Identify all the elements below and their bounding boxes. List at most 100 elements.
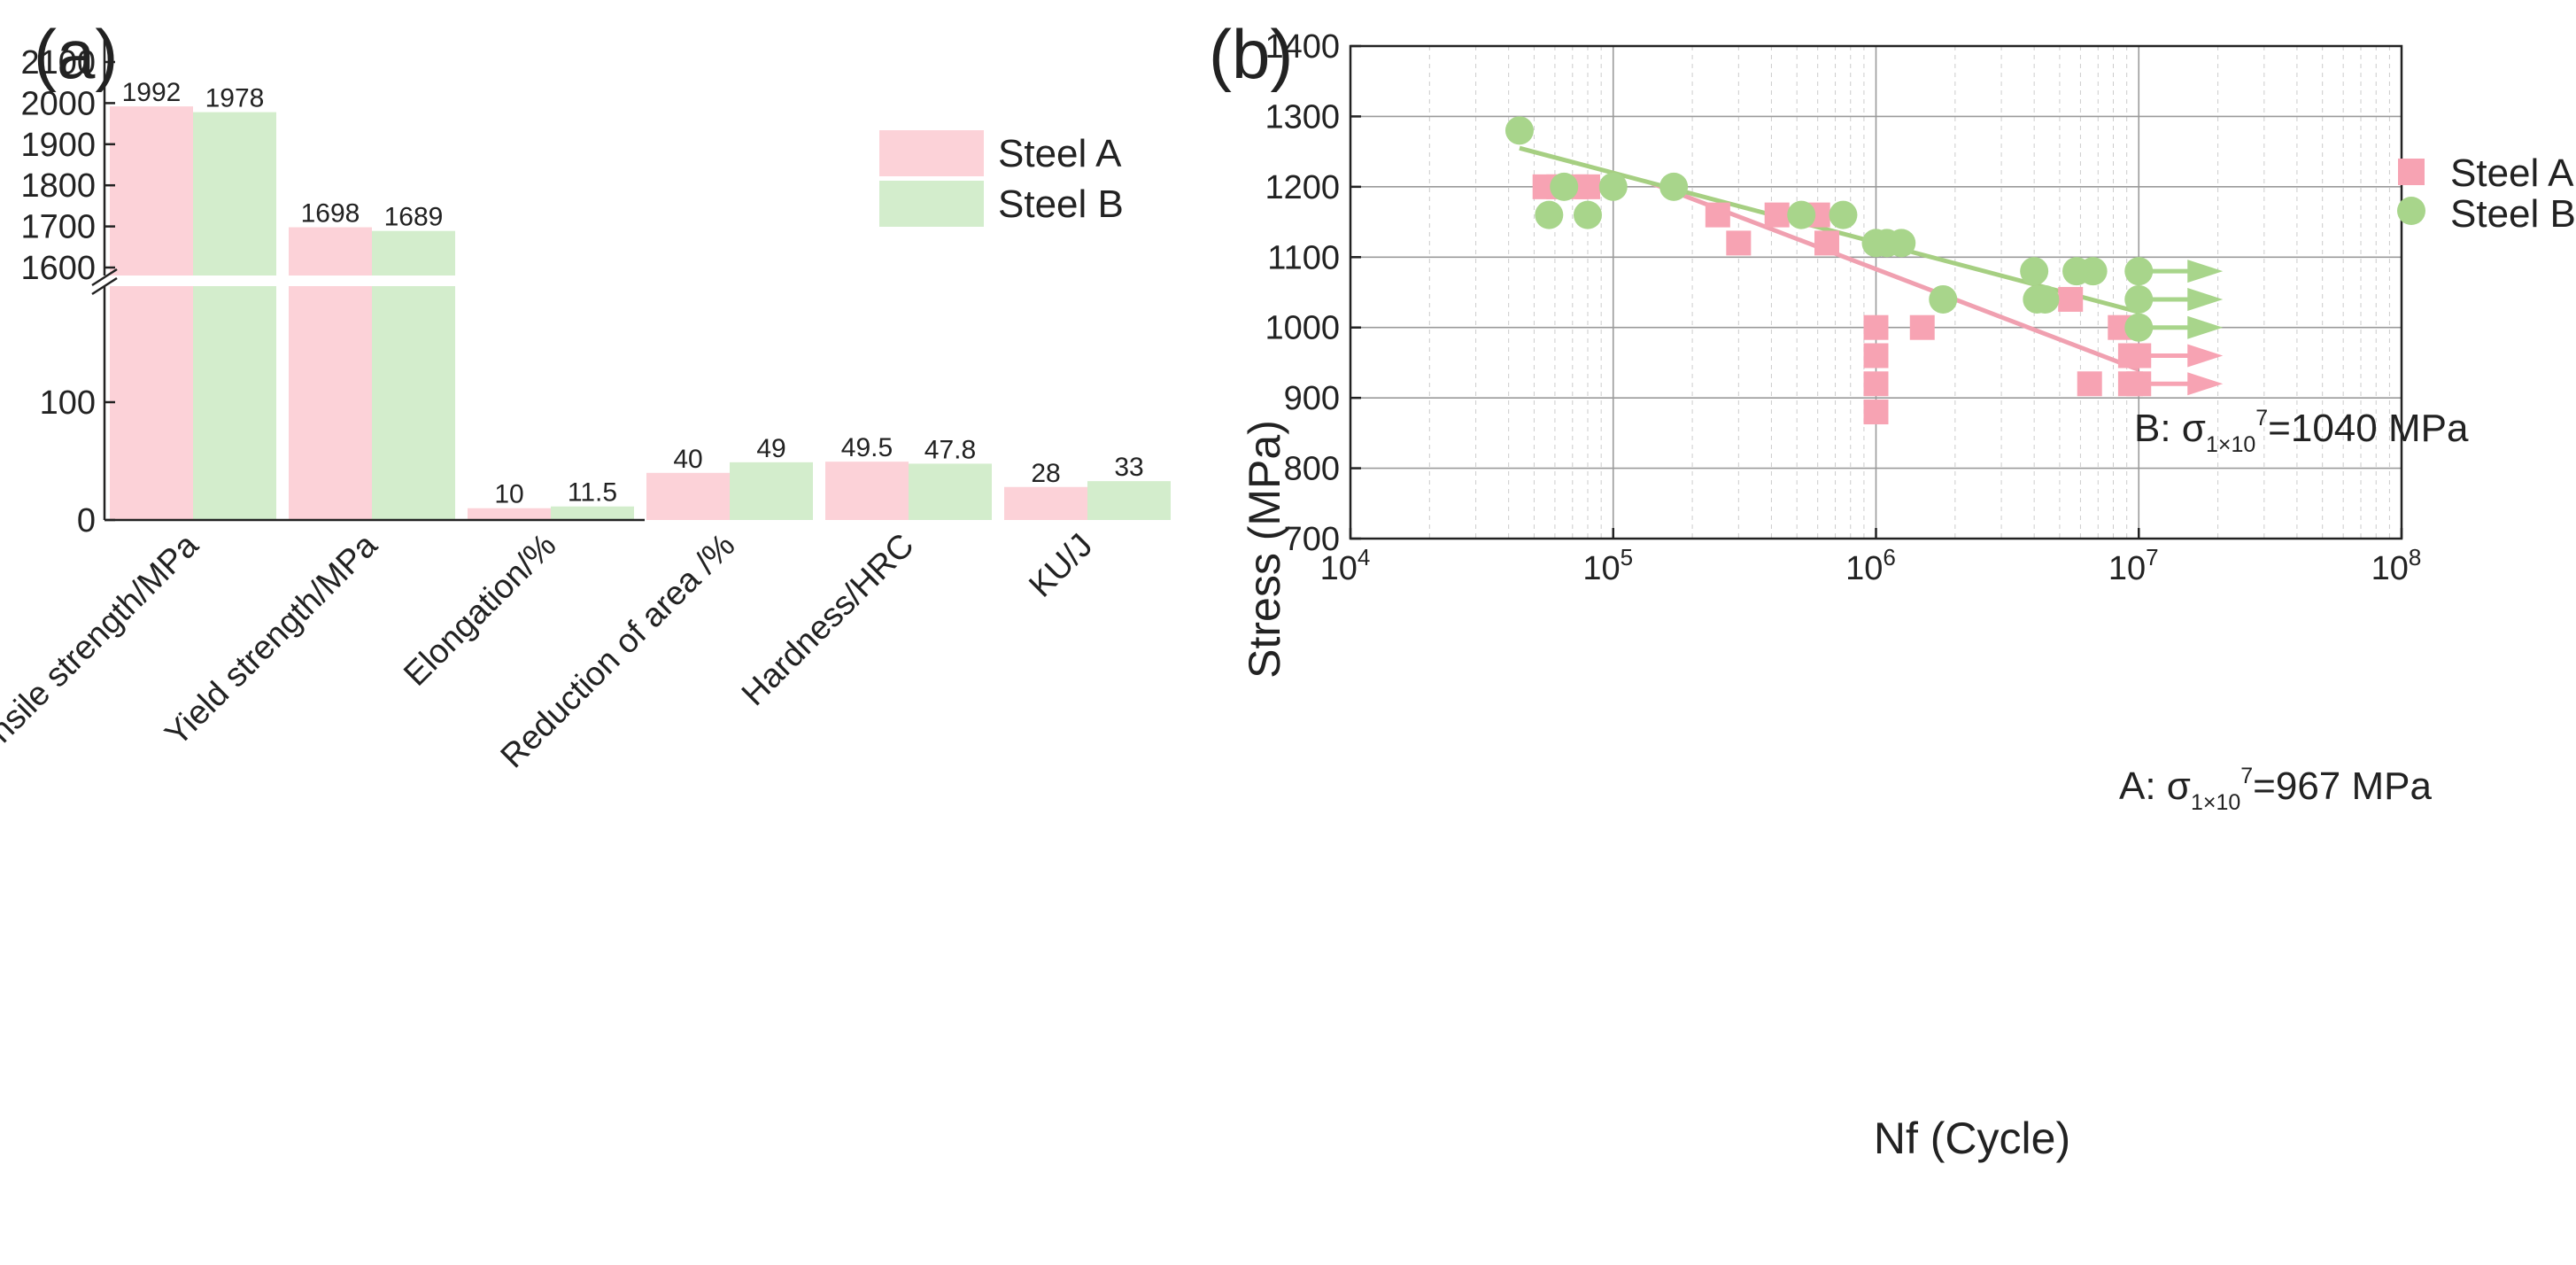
x-tick-label-1e8: 108 (2371, 544, 2422, 587)
point-steel-b-11 (1929, 284, 1958, 314)
category-label-elongation: Elongation/% (397, 527, 563, 694)
y-tick-label-100: 100 (40, 384, 96, 422)
bar-steel-a-yield-strength-mpa (289, 227, 372, 520)
runout-arrowhead-steel-a (2187, 344, 2224, 368)
point-steel-b-14 (2031, 284, 2060, 314)
bar-steel-a-hardness-hrc (825, 462, 909, 520)
legend-label-steel-b: Steel B (998, 182, 1124, 226)
runout-arrowhead-steel-b (2187, 315, 2224, 339)
point-steel-b-1 (1535, 200, 1564, 229)
point-steel-b-16 (2078, 257, 2108, 286)
y-tick-label-1400: 1400 (1265, 28, 1340, 66)
x-tick-label-1e7: 107 (2108, 544, 2159, 587)
bar-steel-b-tensile-strength-mpa (193, 112, 276, 520)
legend-label-steel-b: Steel B (2450, 192, 2576, 236)
panel-b-label: (b) (1209, 15, 1293, 93)
bar-steel-a-ku-j (1004, 486, 1087, 520)
point-steel-b-17 (2124, 257, 2154, 286)
annotation-steel-a: A: σ1×107=967 MPa (2119, 764, 2433, 815)
legend-marker-steel-b (2397, 197, 2425, 225)
point-steel-a-6 (1764, 202, 1790, 228)
runout-arrowhead-steel-a (2187, 372, 2224, 396)
axis-break-mark-1 (91, 268, 118, 287)
data-label-steel-b-tensile-strength-mpa: 1978 (205, 84, 265, 113)
point-steel-a-13 (1909, 314, 1935, 340)
bar-steel-b-reduction-of-area (730, 462, 813, 520)
bar-group (104, 106, 1171, 520)
axis-break-mark-2 (91, 276, 118, 296)
y-tick-label-900: 900 (1284, 380, 1340, 417)
sn-chart-panel: (b) 700 800 900 1000 1100 1200 1300 1400 104 105 1… (1209, 15, 2576, 1163)
point-steel-a-4 (1705, 202, 1730, 228)
bar-steel-b-ku-j (1087, 481, 1171, 520)
point-steel-a-18 (2126, 343, 2152, 369)
y-tick-label-2000: 2000 (20, 85, 96, 122)
data-label-steel-b-reduction-of-area: 49 (756, 434, 785, 463)
x-axis-title: Nf (Cycle) (1874, 1114, 2070, 1163)
y-tick-label-1300: 1300 (1265, 98, 1340, 136)
bar-steel-a-reduction-of-area (646, 472, 730, 520)
y-tick-label-0: 0 (77, 502, 96, 539)
point-steel-a-11 (1863, 371, 1889, 397)
bar-steel-b-yield-strength-mpa (372, 230, 455, 520)
data-label-steel-a-elongation: 10 (494, 480, 523, 509)
y-tick-label-2100: 2100 (20, 44, 96, 81)
point-steel-a-10 (1863, 343, 1889, 369)
data-label-steel-b-elongation: 11.5 (568, 478, 617, 508)
legend-marker-steel-a (2398, 159, 2425, 185)
y-tick-label-1600: 1600 (20, 250, 96, 287)
axes: 700 800 900 1000 1100 1200 1300 1400 104 105 106 10… (1265, 28, 2421, 587)
legend-swatch-steel-a (879, 130, 984, 176)
legend-label-steel-a: Steel A (2450, 151, 2574, 195)
point-steel-a-8 (1814, 230, 1839, 256)
point-steel-a-9 (1863, 314, 1889, 340)
category-label-ku-j: KU/J (1022, 527, 1100, 605)
point-steel-b-6 (1787, 200, 1816, 229)
data-points (1505, 116, 2154, 425)
point-steel-b-2 (1550, 172, 1579, 201)
grid (1350, 45, 2402, 539)
y-tick-label-800: 800 (1284, 451, 1340, 488)
data-label-steel-a-ku-j: 28 (1031, 459, 1060, 488)
legend-swatch-steel-b (879, 181, 984, 227)
fit-line-steel-a (1651, 181, 2140, 372)
point-steel-b-7 (1829, 200, 1858, 229)
category-label-hardness-hrc: Hardness/HRC (735, 527, 921, 713)
point-steel-b-18 (2124, 284, 2154, 314)
point-steel-b-4 (1598, 172, 1628, 201)
data-label-steel-b-hardness-hrc: 47.8 (924, 435, 976, 464)
bar-steel-b-hardness-hrc (909, 463, 992, 520)
point-steel-b-19 (2124, 313, 2154, 342)
point-steel-a-20 (2126, 371, 2152, 397)
point-steel-a-12 (1863, 400, 1889, 425)
x-tick-label-1e4: 104 (1320, 544, 1371, 587)
point-steel-a-15 (2077, 371, 2102, 397)
legend-label-steel-a: Steel A (998, 132, 1122, 175)
y-tick-label-1200: 1200 (1265, 169, 1340, 206)
axis-break-band (104, 276, 1109, 286)
point-steel-b-3 (1573, 200, 1602, 229)
point-steel-b-12 (2020, 257, 2049, 286)
y-tick-label-1100: 1100 (1267, 239, 1340, 276)
y-tick-label-1800: 1800 (20, 167, 96, 205)
y-tick-label-700: 700 (1284, 521, 1340, 558)
point-steel-b-0 (1505, 116, 1534, 145)
point-steel-b-10 (1887, 229, 1916, 258)
point-steel-a-5 (1726, 230, 1752, 256)
bar-steel-a-elongation (468, 508, 551, 520)
legend: Steel A Steel B (2397, 151, 2576, 236)
data-label-steel-b-ku-j: 33 (1114, 453, 1143, 482)
runout-arrowhead-steel-b (2187, 287, 2224, 311)
data-label-steel-a-hardness-hrc: 49.5 (841, 433, 893, 462)
y-tick-label-1000: 1000 (1265, 310, 1340, 347)
annotation-steel-b: B: σ1×107=1040 MPa (2134, 406, 2469, 457)
data-label-steel-b-yield-strength-mpa: 1689 (384, 203, 444, 232)
x-tick-label-1e5: 105 (1582, 544, 1633, 587)
point-steel-b-5 (1659, 172, 1689, 201)
point-steel-a-3 (1574, 174, 1600, 199)
annotations: B: σ1×107=1040 MPa A: σ1×107=967 MPa (2119, 406, 2469, 815)
data-label-steel-a-yield-strength-mpa: 1698 (301, 199, 360, 229)
